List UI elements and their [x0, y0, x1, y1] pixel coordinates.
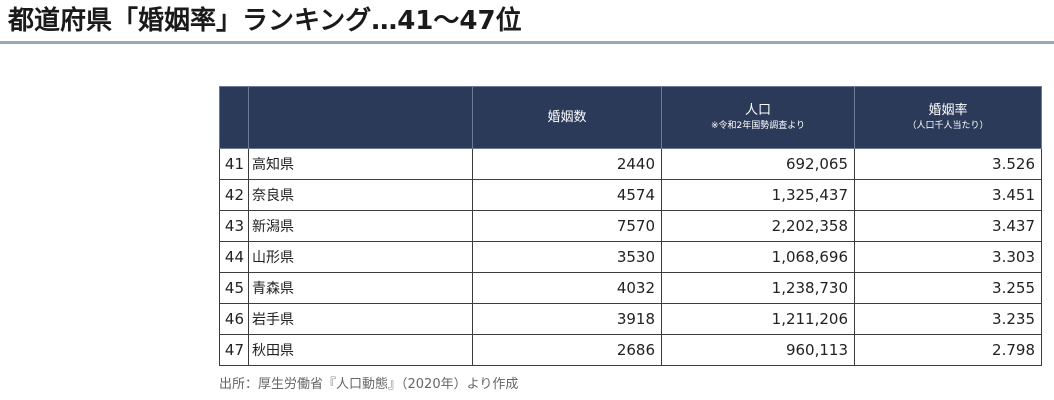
rate-cell: 2.798 — [854, 334, 1042, 366]
header-marriages-label: 婚姻数 — [547, 109, 587, 125]
header-rate-note: （人口千人当たり） — [907, 121, 989, 131]
marriages-cell: 3918 — [472, 303, 662, 335]
rank-cell: 45 — [219, 272, 249, 304]
rank-cell: 44 — [219, 241, 249, 273]
population-cell: 1,068,696 — [661, 241, 855, 273]
prefecture-cell: 岩手県 — [248, 303, 473, 335]
rank-cell: 46 — [219, 303, 249, 335]
rate-cell: 3.526 — [854, 148, 1042, 180]
marriages-cell: 2686 — [472, 334, 662, 366]
page-title: 都道府県「婚姻率」ランキング…41〜47位 — [8, 6, 522, 36]
rank-cell: 43 — [219, 210, 249, 242]
population-cell: 1,211,206 — [661, 303, 855, 335]
marriages-cell: 7570 — [472, 210, 662, 242]
prefecture-cell: 青森県 — [248, 272, 473, 304]
prefecture-cell: 奈良県 — [248, 179, 473, 211]
marriages-cell: 4032 — [472, 272, 662, 304]
rate-cell: 3.235 — [854, 303, 1042, 335]
rank-cell: 41 — [219, 148, 249, 180]
population-cell: 692,065 — [661, 148, 855, 180]
prefecture-cell: 山形県 — [248, 241, 473, 273]
header-population-cell: 人口 ※令和2年国勢調査より — [661, 86, 855, 149]
table-row: 41 高知県 2440 692,065 3.526 — [219, 148, 1042, 180]
title-underline — [0, 41, 1054, 44]
table-header: 婚姻数 人口 ※令和2年国勢調査より 婚姻率 （人口千人当たり） — [219, 86, 1042, 149]
rate-cell: 3.303 — [854, 241, 1042, 273]
population-cell: 1,325,437 — [661, 179, 855, 211]
table-row: 44 山形県 3530 1,068,696 3.303 — [219, 241, 1042, 273]
rate-cell: 3.437 — [854, 210, 1042, 242]
header-marriages-cell: 婚姻数 — [472, 86, 662, 149]
header-rank-cell — [219, 86, 249, 149]
prefecture-cell: 新潟県 — [248, 210, 473, 242]
table-row: 45 青森県 4032 1,238,730 3.255 — [219, 272, 1042, 304]
table-body: 41 高知県 2440 692,065 3.526 42 奈良県 4574 1,… — [219, 148, 1042, 366]
ranking-table: 婚姻数 人口 ※令和2年国勢調査より 婚姻率 （人口千人当たり） 41 高知県 … — [219, 86, 1042, 366]
header-population-label: 人口 — [744, 103, 771, 118]
marriages-cell: 3530 — [472, 241, 662, 273]
header-population-note: ※令和2年国勢調査より — [710, 121, 806, 131]
rate-cell: 3.255 — [854, 272, 1042, 304]
marriages-cell: 2440 — [472, 148, 662, 180]
marriages-cell: 4574 — [472, 179, 662, 211]
population-cell: 1,238,730 — [661, 272, 855, 304]
table-row: 42 奈良県 4574 1,325,437 3.451 — [219, 179, 1042, 211]
table-row: 43 新潟県 7570 2,202,358 3.437 — [219, 210, 1042, 242]
table-row: 46 岩手県 3918 1,211,206 3.235 — [219, 303, 1042, 335]
table-row: 47 秋田県 2686 960,113 2.798 — [219, 334, 1042, 366]
header-rate-label: 婚姻率 — [928, 103, 968, 118]
prefecture-cell: 秋田県 — [248, 334, 473, 366]
population-cell: 2,202,358 — [661, 210, 855, 242]
header-rate-cell: 婚姻率 （人口千人当たり） — [854, 86, 1042, 149]
rank-cell: 47 — [219, 334, 249, 366]
table-header-row: 婚姻数 人口 ※令和2年国勢調査より 婚姻率 （人口千人当たり） — [219, 86, 1042, 149]
population-cell: 960,113 — [661, 334, 855, 366]
rate-cell: 3.451 — [854, 179, 1042, 211]
header-prefecture-cell — [248, 86, 473, 149]
source-note: 出所：厚生労働省『人口動態』（2020年）より作成 — [219, 377, 519, 392]
ranking-table-container: 婚姻数 人口 ※令和2年国勢調査より 婚姻率 （人口千人当たり） 41 高知県 … — [219, 86, 1042, 366]
prefecture-cell: 高知県 — [248, 148, 473, 180]
rank-cell: 42 — [219, 179, 249, 211]
